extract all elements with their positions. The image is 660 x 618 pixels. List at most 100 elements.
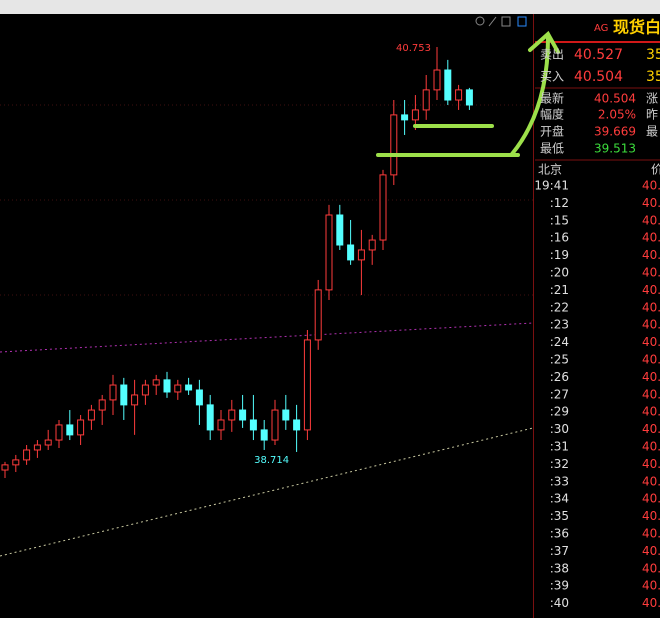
max-label: 40.753 bbox=[396, 43, 431, 54]
candle-body bbox=[228, 409, 236, 421]
candle-body bbox=[465, 89, 473, 106]
tick-price: 40. bbox=[642, 544, 660, 558]
candle-body bbox=[390, 114, 398, 176]
tick-time: :35 bbox=[550, 509, 569, 523]
tick-price: 40. bbox=[642, 266, 660, 280]
candle-body bbox=[249, 419, 257, 431]
row-label: 开盘 bbox=[540, 124, 564, 139]
tick-time: :40 bbox=[550, 596, 569, 610]
tick-time: :19 bbox=[550, 248, 569, 262]
candle-body bbox=[379, 174, 387, 241]
tick-price: 40. bbox=[642, 387, 660, 401]
candle-body bbox=[271, 409, 279, 441]
tick-price: 40. bbox=[642, 283, 660, 297]
candle-body bbox=[152, 379, 160, 386]
tick-time: :32 bbox=[550, 457, 569, 471]
candle-body bbox=[195, 389, 203, 406]
candle-body bbox=[282, 409, 290, 421]
candles bbox=[1, 46, 473, 478]
candle-body bbox=[174, 384, 182, 393]
tick-time: 19:41 bbox=[534, 179, 569, 193]
eye-icon[interactable] bbox=[475, 16, 485, 26]
tick-price: 40. bbox=[642, 457, 660, 471]
candle-body bbox=[77, 419, 85, 436]
row-value: 40.504 bbox=[574, 69, 623, 85]
ticks-header: 北京 bbox=[538, 163, 562, 177]
ticks-header: 价 bbox=[651, 163, 660, 177]
symbol: AG bbox=[594, 23, 608, 34]
tick-price: 40. bbox=[642, 318, 660, 332]
candle-body bbox=[120, 384, 128, 406]
tick-time: :12 bbox=[550, 196, 569, 210]
row-label: 卖出 bbox=[540, 48, 564, 62]
instrument-name: 现货白 bbox=[613, 18, 660, 37]
tick-price: 40. bbox=[642, 405, 660, 419]
candle-body bbox=[411, 109, 419, 121]
candle-body bbox=[206, 404, 214, 431]
row-extra: 昨 bbox=[646, 108, 658, 122]
candle-body bbox=[368, 239, 376, 251]
candle-body bbox=[23, 449, 31, 461]
tick-time: :31 bbox=[550, 440, 569, 454]
row-value: 39.669 bbox=[594, 125, 636, 139]
candle-body bbox=[66, 424, 74, 436]
tick-price: 40. bbox=[642, 370, 660, 384]
candle-body bbox=[303, 339, 311, 431]
layout-icon[interactable] bbox=[517, 16, 527, 27]
tick-time: :39 bbox=[550, 579, 569, 593]
tick-price: 40. bbox=[642, 561, 660, 575]
tick-time: :34 bbox=[550, 492, 569, 506]
tick-price: 40. bbox=[642, 527, 660, 541]
grid-icon[interactable] bbox=[501, 16, 511, 27]
tick-time: :27 bbox=[550, 387, 569, 401]
tick-time: :20 bbox=[550, 266, 569, 280]
candle-body bbox=[44, 439, 52, 446]
tick-price: 40. bbox=[642, 196, 660, 210]
candle-body bbox=[185, 384, 193, 391]
candle-body bbox=[444, 69, 452, 101]
tick-time: :21 bbox=[550, 283, 569, 297]
candle-body bbox=[55, 424, 63, 441]
row-label: 买入 bbox=[540, 70, 564, 84]
candle-body bbox=[12, 459, 20, 466]
candle-body bbox=[141, 384, 149, 396]
tick-time: :26 bbox=[550, 370, 569, 384]
row-value: 2.05% bbox=[598, 108, 636, 122]
candle-body bbox=[131, 394, 139, 406]
trend-line bbox=[0, 322, 534, 353]
candle-body bbox=[109, 384, 117, 401]
row-value: 40.504 bbox=[594, 92, 636, 106]
tick-price: 40. bbox=[642, 440, 660, 454]
tick-price: 40. bbox=[642, 231, 660, 245]
tick-price: 40. bbox=[642, 474, 660, 488]
row-extra: 涨 bbox=[646, 91, 658, 106]
candle-body bbox=[98, 399, 106, 411]
tick-price: 40. bbox=[642, 422, 660, 436]
candle-body bbox=[217, 419, 225, 431]
tick-time: :25 bbox=[550, 353, 569, 367]
tick-time: :33 bbox=[550, 474, 569, 488]
row-value: 39.513 bbox=[594, 142, 636, 156]
pen-icon[interactable] bbox=[488, 16, 497, 27]
candle-body bbox=[87, 409, 95, 421]
toolbar-icons[interactable] bbox=[475, 16, 527, 27]
tick-price: 40. bbox=[642, 353, 660, 367]
tick-time: :37 bbox=[550, 544, 569, 558]
candle-body bbox=[293, 419, 301, 431]
tick-time: :24 bbox=[550, 335, 569, 349]
tick-time: :36 bbox=[550, 527, 569, 541]
candle-body bbox=[455, 89, 463, 101]
row-label: 幅度 bbox=[540, 107, 564, 122]
candle-body bbox=[433, 69, 441, 91]
candle-body bbox=[314, 289, 322, 341]
candle-body bbox=[422, 89, 430, 111]
tick-price: 40. bbox=[642, 179, 660, 193]
quote-panel: 卖出 40.527 35 买入 40.504 35 最新 40.504 涨幅度 2.05% 昨开盘 3… bbox=[534, 47, 660, 610]
tick-time: :29 bbox=[550, 405, 569, 419]
candle-body bbox=[336, 214, 344, 246]
candle-body bbox=[1, 464, 9, 471]
row-label: 最新 bbox=[540, 91, 564, 106]
tick-time: :23 bbox=[550, 318, 569, 332]
